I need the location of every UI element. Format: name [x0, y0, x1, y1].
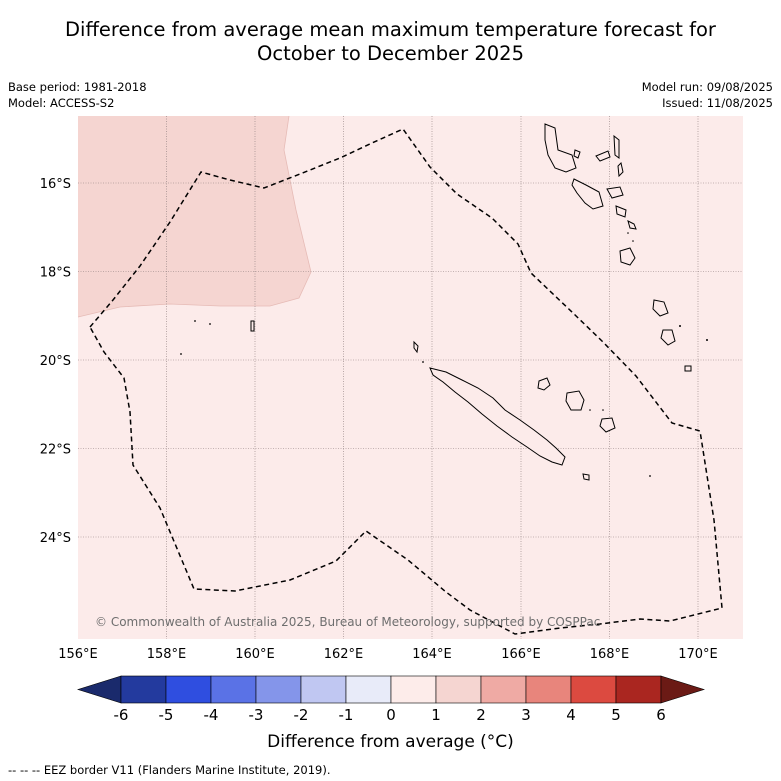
lon-label: 164°E	[412, 647, 452, 662]
lon-label: 156°E	[58, 647, 98, 662]
meta-right: Model run: 09/08/2025 Issued: 11/08/2025	[642, 79, 773, 111]
malakula-island	[571, 178, 604, 210]
colorbar-tick-label: -3	[249, 706, 264, 724]
base-period: Base period: 1981-2018	[8, 80, 147, 94]
coastlines	[250, 123, 692, 481]
ambae-island	[595, 150, 611, 162]
colorbar-high-extension	[660, 675, 706, 704]
ouvea-island	[537, 377, 551, 391]
colorbar-low-extension	[76, 675, 122, 704]
colorbar-tick-label: 2	[476, 706, 486, 724]
lon-label: 160°E	[235, 647, 275, 662]
meta-left: Base period: 1981-2018 Model: ACCESS-S2	[8, 79, 147, 111]
lon-label: 158°E	[147, 647, 187, 662]
lat-label: 22°S	[40, 443, 71, 458]
mare-island	[599, 417, 616, 433]
colorbar-tick-label: 6	[656, 706, 666, 724]
colorbar-tick-label: -4	[204, 706, 219, 724]
colorbar-segment	[345, 675, 392, 704]
pentecost-island	[617, 162, 624, 178]
lat-label: 24°S	[40, 531, 71, 546]
lat-label: 20°S	[40, 354, 71, 369]
lifou-island	[565, 390, 585, 411]
espiritu-santo	[544, 123, 577, 173]
model-run: Model run: 09/08/2025	[641, 80, 773, 94]
colorbar-segment	[615, 675, 662, 704]
colorbar-ticks: -6 -5 -4 -3 -2 -1 0 1 2 3 4 5 6	[114, 706, 666, 724]
colorbar-segment	[300, 675, 347, 704]
colorbar-segment	[120, 675, 167, 704]
shepherd-islands	[627, 220, 637, 230]
colorbar-tick-label: -6	[114, 706, 129, 724]
warm-anomaly-region	[78, 116, 311, 317]
grid-lines	[78, 116, 743, 639]
lat-label: 16°S	[40, 177, 71, 192]
colorbar-segment	[210, 675, 257, 704]
efate-island	[619, 247, 636, 266]
belep-islands	[413, 340, 419, 354]
copyright-text: © Commonwealth of Australia 2025, Bureau…	[95, 615, 600, 629]
lon-label: 170°E	[678, 647, 718, 662]
issued-date: Issued: 11/08/2025	[662, 96, 773, 110]
ambrym-island	[606, 186, 624, 199]
colorbar-tick-label: 3	[521, 706, 531, 724]
title-line-2: October to December 2025	[257, 42, 524, 65]
colorbar-tick-label: 5	[611, 706, 621, 724]
colorbar-title: Difference from average (°C)	[267, 732, 514, 752]
model-name: Model: ACCESS-S2	[8, 96, 115, 110]
epi-island	[615, 205, 627, 218]
title-line-1: Difference from average mean maximum tem…	[65, 18, 716, 41]
colorbar-tick-label: -1	[339, 706, 354, 724]
colorbar-tick-label: -2	[294, 706, 309, 724]
latitude-labels: 16°S 18°S 20°S 22°S 24°S	[40, 177, 71, 546]
colorbar-segment	[165, 675, 212, 704]
lat-label: 18°S	[40, 266, 71, 281]
colorbar-tick-label: 4	[566, 706, 576, 724]
colorbar-segment	[390, 675, 437, 704]
ile-des-pins	[582, 473, 590, 481]
small-islets	[180, 232, 708, 477]
eez-legend-footer: -- -- -- EEZ border V11 (Flanders Marine…	[8, 763, 331, 777]
warm-region-border	[78, 116, 312, 318]
colorbar	[76, 675, 706, 704]
tanna-island	[660, 329, 676, 346]
colorbar-segment	[525, 675, 572, 704]
colorbar-segment	[570, 675, 617, 704]
aneityum-island	[684, 365, 692, 372]
lon-label: 162°E	[324, 647, 364, 662]
lon-label: 168°E	[590, 647, 630, 662]
new-caledonia-coast	[429, 367, 566, 466]
colorbar-tick-label: 0	[386, 706, 396, 724]
colorbar-segment	[435, 675, 482, 704]
colorbar-segment	[480, 675, 527, 704]
chesterfield-islet	[250, 320, 255, 332]
erromango-island	[652, 299, 669, 317]
malo-island	[573, 149, 581, 159]
colorbar-tick-label: -5	[159, 706, 174, 724]
lon-label: 166°E	[501, 647, 541, 662]
longitude-labels: 156°E 158°E 160°E 162°E 164°E 166°E 168°…	[58, 647, 718, 662]
colorbar-segment	[255, 675, 302, 704]
maewo-island	[613, 134, 620, 159]
map-title: Difference from average mean maximum tem…	[0, 18, 781, 66]
colorbar-tick-label: 1	[431, 706, 441, 724]
